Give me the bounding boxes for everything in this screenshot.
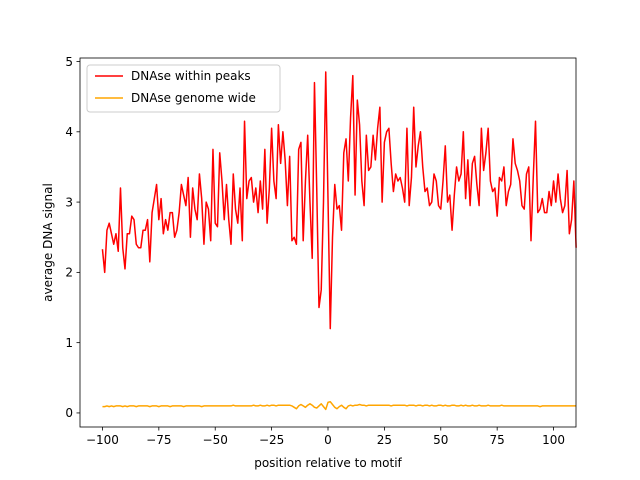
x-tick-label: 50 (433, 433, 448, 447)
y-tick-label: 2 (65, 266, 73, 280)
legend-label-dnase-genome-wide: DNAse genome wide (131, 91, 256, 105)
x-tick-label: 100 (542, 433, 565, 447)
y-tick-label: 3 (65, 195, 73, 209)
y-tick-label: 1 (65, 336, 73, 350)
series-line-dnase-within-peaks (101, 71, 577, 330)
series-layer (101, 71, 577, 411)
y-tick-label: 4 (65, 125, 73, 139)
y-axis-ticks: 0 1 2 3 4 5 (65, 55, 80, 420)
x-tick-label: −25 (259, 433, 284, 447)
x-tick-label: −100 (86, 433, 119, 447)
plot-frame (79, 57, 577, 428)
x-tick-label: −50 (203, 433, 228, 447)
y-axis-label: average DNA signal (41, 183, 55, 302)
y-tick-label: 0 (65, 406, 73, 420)
x-axis-ticks: −100 −75 −50 −25 0 25 50 75 100 (86, 427, 565, 447)
x-tick-label: −75 (146, 433, 171, 447)
y-tick-label: 5 (65, 55, 73, 69)
x-axis-label: position relative to motif (254, 456, 402, 470)
x-tick-label: 25 (377, 433, 392, 447)
legend-box (86, 64, 281, 113)
x-tick-label: 0 (324, 433, 332, 447)
legend: DNAse within peaks DNAse genome wide (86, 64, 281, 113)
x-tick-label: 75 (490, 433, 505, 447)
legend-label-dnase-within-peaks: DNAse within peaks (131, 69, 251, 83)
series-line-dnase-genome-wide (102, 400, 577, 411)
plot-area (80, 58, 576, 427)
